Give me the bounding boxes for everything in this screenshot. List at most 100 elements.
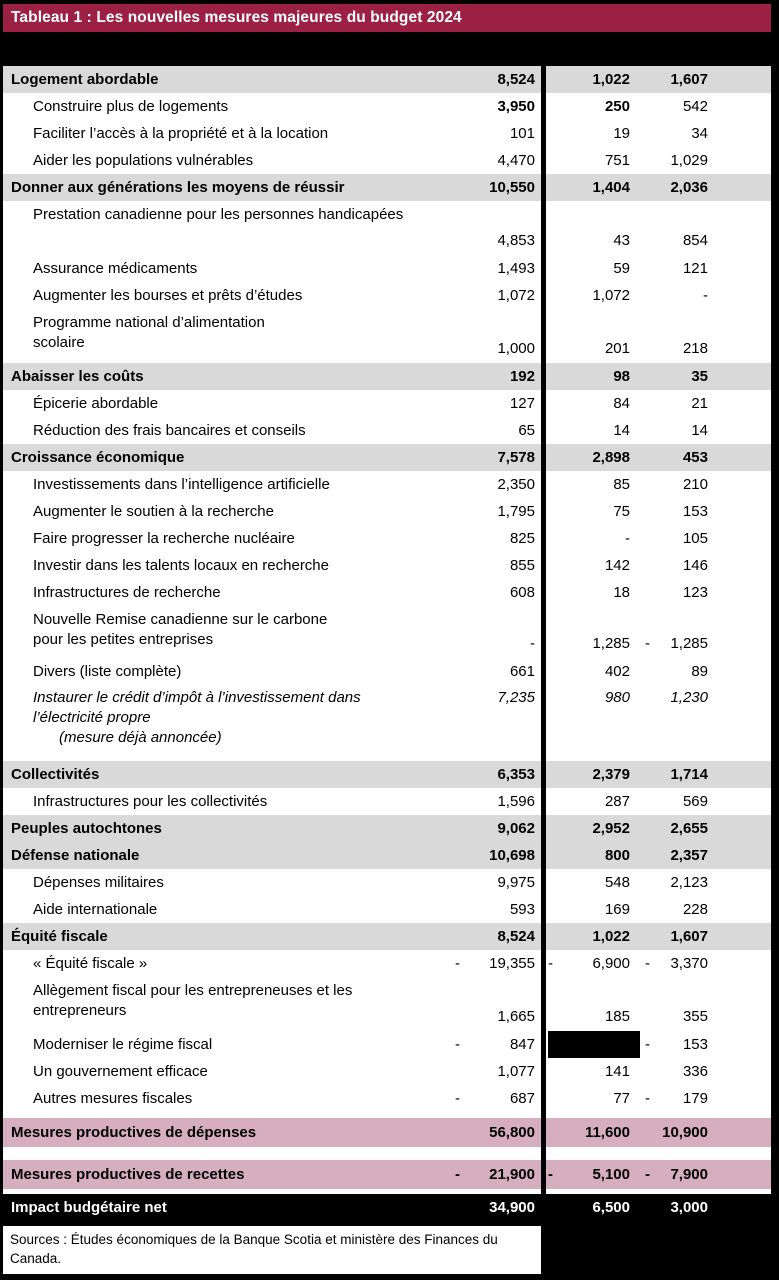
- row-left: « Équité fiscale » - 19,355: [3, 950, 541, 977]
- value-cell: - 7,900: [645, 1165, 708, 1185]
- column-divider: [541, 1147, 546, 1160]
- value: 1,077: [497, 1062, 535, 1080]
- section-row: Défense nationale 10,698 800 2,357: [3, 842, 771, 869]
- value: 19,355: [489, 954, 535, 972]
- row-right: [546, 1147, 771, 1160]
- value-cell: 2,350: [455, 475, 535, 495]
- column-divider: [541, 950, 546, 977]
- label-line: Prestation canadienne pour les personnes…: [33, 206, 404, 223]
- row-left: Donner aux générations les moyens de réu…: [3, 174, 541, 201]
- value: 11,600: [584, 1123, 630, 1141]
- value: 10,900: [662, 1123, 708, 1141]
- value-cell: -: [455, 634, 535, 654]
- value-cell: 105: [645, 529, 708, 549]
- row-label: Allègement fiscal pour les entrepreneuse…: [3, 977, 455, 1021]
- row-right: 751 1,029: [546, 147, 771, 174]
- value-cell: 7,578: [455, 448, 535, 468]
- value-cell: 7,235: [455, 688, 535, 708]
- value: 1,714: [670, 765, 708, 783]
- spacer-row: [3, 1189, 771, 1194]
- value-cell: 18: [548, 583, 630, 603]
- label-line: Réduction des frais bancaires et conseil…: [33, 421, 306, 439]
- label-line: Infrastructures de recherche: [33, 583, 221, 601]
- value: 192: [509, 367, 535, 385]
- value-cell: - 179: [645, 1089, 708, 1109]
- value: 800: [604, 846, 630, 864]
- row-right: 169 228: [546, 896, 771, 923]
- column-divider: [541, 1194, 546, 1221]
- row-right: 250 542: [546, 93, 771, 120]
- value: 65: [518, 421, 535, 439]
- row-left: Collectivités 6,353: [3, 761, 541, 788]
- item-row: Réduction des frais bancaires et conseil…: [3, 417, 771, 444]
- row-left: Réduction des frais bancaires et conseil…: [3, 417, 541, 444]
- value-cell: 192: [455, 367, 535, 387]
- value-cell: 141: [548, 1062, 630, 1082]
- minus-sign: -: [645, 954, 650, 972]
- row-right: [546, 1189, 771, 1194]
- value: 661: [509, 662, 535, 680]
- value: -: [530, 635, 535, 652]
- row-left: Équité fiscale 8,524: [3, 923, 541, 950]
- row-label: « Équité fiscale »: [3, 954, 455, 974]
- row-label: Réduction des frais bancaires et conseil…: [3, 421, 455, 441]
- row-right: - 105: [546, 525, 771, 552]
- value: 34,900: [489, 1198, 535, 1216]
- item-row: Infrastructures pour les collectivités 1,…: [3, 788, 771, 815]
- value: 6,500: [592, 1198, 630, 1216]
- value-cell: - 5,100: [548, 1165, 630, 1185]
- row-left: Mesures productives de recettes - 21,900: [3, 1160, 541, 1189]
- value: 548: [604, 873, 630, 891]
- column-divider: [541, 658, 546, 685]
- label-line: Abaisser les coûts: [11, 367, 144, 385]
- section-row: Équité fiscale 8,524 1,022 1,607: [3, 923, 771, 950]
- section-row: Abaisser les coûts 192 98 35: [3, 363, 771, 390]
- row-label: Défense nationale: [3, 846, 455, 866]
- row-left: Aide internationale 593: [3, 896, 541, 923]
- value-cell: 453: [645, 448, 708, 468]
- row-left: Abaisser les coûts 192: [3, 363, 541, 390]
- value: 18: [613, 583, 630, 601]
- row-label: Croissance économique: [3, 448, 455, 468]
- value: 169: [604, 900, 630, 918]
- item-row: Aider les populations vulnérables 4,470 75…: [3, 147, 771, 174]
- row-label: Construire plus de logements: [3, 97, 455, 117]
- row-left: Moderniser le régime fiscal - 847: [3, 1031, 541, 1058]
- value-cell: 3,950: [455, 97, 535, 117]
- value: 542: [682, 97, 708, 115]
- value-cell: 10,550: [455, 178, 535, 198]
- section-row: Croissance économique 7,578 2,898 453: [3, 444, 771, 471]
- value-cell: 14: [548, 421, 630, 441]
- sources-note: Sources : Études économiques de la Banqu…: [3, 1226, 541, 1274]
- value-cell: 169: [548, 900, 630, 920]
- value: 2,898: [592, 448, 630, 466]
- value-cell: 542: [645, 97, 708, 117]
- row-label: Infrastructures pour les collectivités: [3, 792, 455, 812]
- row-left: Investir dans les talents locaux en rech…: [3, 552, 541, 579]
- value: 228: [682, 900, 708, 918]
- value-cell: 121: [645, 259, 708, 279]
- column-divider: [541, 842, 546, 869]
- item-row: Nouvelle Remise canadienne sur le carbon…: [3, 606, 771, 658]
- value: 210: [682, 475, 708, 493]
- label-line: Défense nationale: [11, 846, 140, 864]
- row-label: Mesures productives de dépenses: [3, 1123, 455, 1143]
- value: 35: [691, 367, 708, 385]
- value: 121: [682, 259, 708, 277]
- table-title: Tableau 1 : Les nouvelles mesures majeur…: [11, 9, 462, 26]
- row-left: [3, 1112, 541, 1118]
- value-cell: 593: [455, 900, 535, 920]
- minus-sign: -: [548, 954, 553, 972]
- label-line: Assurance médicaments: [33, 259, 198, 277]
- value: 101: [509, 124, 535, 142]
- item-row: Autres mesures fiscales -687 77-179: [3, 1085, 771, 1112]
- column-divider: [541, 147, 546, 174]
- row-left: Divers (liste complète) 661: [3, 658, 541, 685]
- item-row: Augmenter les bourses et prêts d’études 1…: [3, 282, 771, 309]
- row-label: Divers (liste complète): [3, 662, 455, 682]
- column-divider: [541, 685, 546, 761]
- label-line: Collectivités: [11, 765, 100, 783]
- value: 3,000: [670, 1198, 708, 1216]
- item-row: Aide internationale 593 169 228: [3, 896, 771, 923]
